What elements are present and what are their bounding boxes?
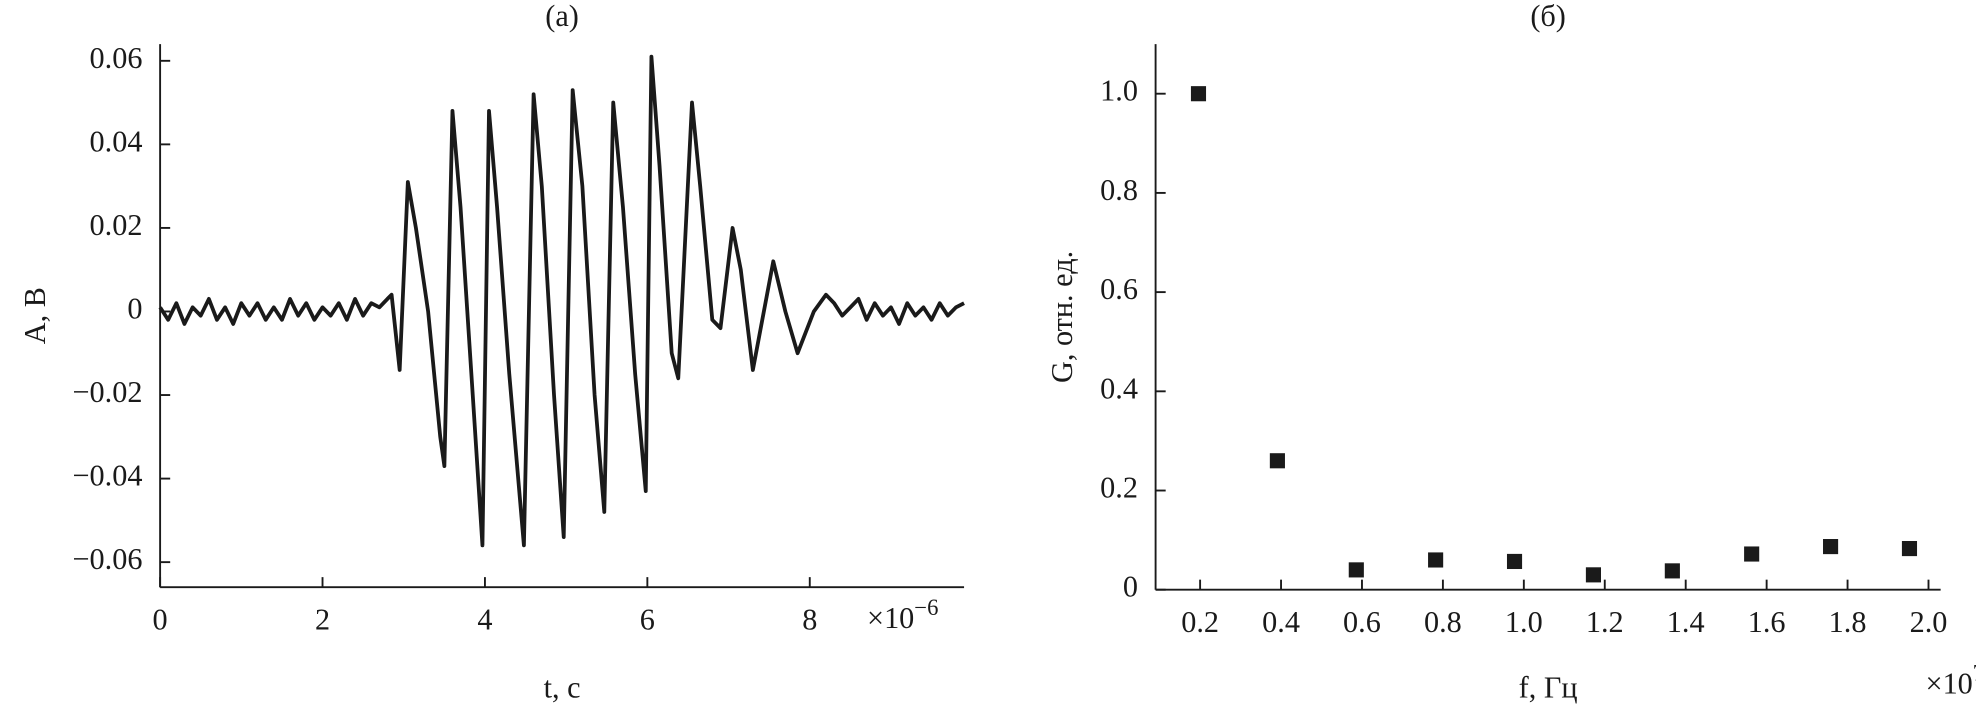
- y-axis-label: G, отн. ед.: [1045, 251, 1079, 383]
- x-tick-label: 1.4: [1667, 605, 1705, 639]
- y-tick-label: −0.02: [73, 375, 143, 409]
- point: [1901, 540, 1918, 557]
- point: [1664, 563, 1680, 579]
- x-multiplier: ×10−6: [867, 595, 938, 635]
- x-tick-label: 4: [477, 602, 492, 636]
- y-tick-label: −0.06: [73, 542, 143, 576]
- point: [1269, 453, 1285, 469]
- x-tick-label: 6: [640, 602, 655, 636]
- y-tick-label: 0.4: [1100, 371, 1138, 405]
- x-multiplier-exponent: 7: [1973, 661, 1976, 686]
- y-tick-label: −0.04: [73, 459, 143, 493]
- y-tick-label: 0.06: [90, 41, 143, 75]
- y-tick-label: 0.02: [90, 208, 143, 242]
- x-tick-label: 1.0: [1505, 605, 1543, 639]
- x-tick-label: 1.2: [1586, 605, 1624, 639]
- point: [1190, 86, 1207, 102]
- y-tick-label: 0.2: [1100, 470, 1138, 504]
- y-tick-label: 0: [1123, 570, 1138, 604]
- y-tick-label: 0.04: [90, 124, 143, 158]
- y-tick-label: 1.0: [1100, 74, 1138, 108]
- x-tick-label: 1.6: [1748, 605, 1786, 639]
- x-axis-label: f, Гц: [1519, 670, 1578, 704]
- point: [1428, 552, 1444, 568]
- chart-title: (б): [1530, 0, 1566, 33]
- x-tick-label: 0: [153, 602, 168, 636]
- signal-line: [158, 54, 965, 548]
- x-multiplier: ×107: [1926, 661, 1976, 701]
- x-axis-label: t, с: [544, 670, 581, 704]
- point: [1348, 562, 1364, 578]
- x-tick-label: 0.2: [1181, 605, 1219, 639]
- point: [1506, 553, 1523, 570]
- chart-title: (а): [545, 0, 579, 33]
- x-tick-label: 0.4: [1262, 605, 1300, 639]
- point: [1744, 546, 1760, 562]
- x-tick-label: 0.6: [1343, 605, 1381, 639]
- y-tick-label: 0: [127, 291, 142, 325]
- x-tick-label: 2.0: [1910, 605, 1948, 639]
- y-axis-label: A, В: [18, 287, 52, 344]
- y-tick-label: 0.6: [1100, 272, 1138, 306]
- x-tick-label: 8: [802, 602, 817, 636]
- x-tick-label: 0.8: [1424, 605, 1462, 639]
- x-tick-label: 2: [315, 602, 330, 636]
- x-tick-label: 1.8: [1829, 605, 1867, 639]
- point: [1585, 567, 1601, 583]
- point: [1823, 539, 1839, 555]
- x-multiplier-exponent: −6: [914, 595, 938, 620]
- y-tick-label: 0.8: [1100, 173, 1138, 207]
